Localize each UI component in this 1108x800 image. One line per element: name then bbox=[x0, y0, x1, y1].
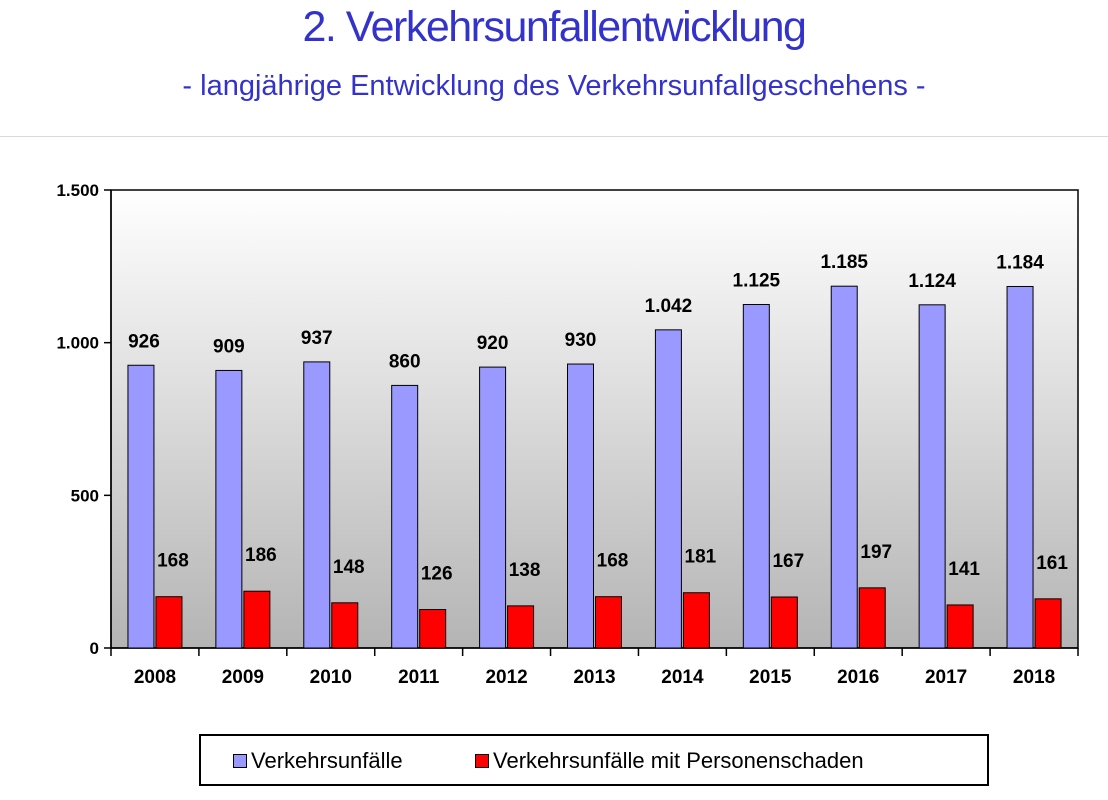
data-label-personenschaden: 181 bbox=[685, 547, 717, 568]
x-tick-label: 2016 bbox=[837, 667, 879, 688]
data-label-personenschaden: 197 bbox=[860, 542, 892, 563]
data-label-verkehrsunfaelle: 1.125 bbox=[733, 271, 781, 292]
bar-verkehrsunfaelle bbox=[654, 329, 682, 649]
bar-personenschaden bbox=[1034, 598, 1062, 649]
bar-verkehrsunfaelle bbox=[391, 384, 419, 649]
bar-verkehrsunfaelle bbox=[215, 369, 243, 649]
page-title: 2. Verkehrsunfallentwicklung bbox=[302, 3, 807, 51]
bar-verkehrsunfaelle bbox=[127, 364, 155, 649]
y-tick-label: 0 bbox=[90, 639, 99, 658]
bar-personenschaden bbox=[858, 587, 886, 649]
data-label-personenschaden: 186 bbox=[245, 545, 277, 566]
axes: 0 500 1.000 1.500 2008 2009 2010 2011 2012 2013 20… bbox=[56, 181, 1079, 688]
legend: Verkehrsunfälle Verkehrsunfälle mit Pers… bbox=[199, 734, 989, 786]
data-label-verkehrsunfaelle: 1.184 bbox=[996, 252, 1044, 273]
bar-verkehrsunfaelle bbox=[742, 304, 770, 649]
data-label-personenschaden: 126 bbox=[421, 564, 453, 585]
bar-verkehrsunfaelle bbox=[1006, 285, 1034, 649]
y-tick-label: 1.000 bbox=[56, 334, 99, 353]
data-label-verkehrsunfaelle: 920 bbox=[477, 333, 509, 354]
page-subtitle: - langjährige Entwicklung des Verkehrsun… bbox=[182, 70, 926, 102]
bar-verkehrsunfaelle bbox=[567, 363, 594, 649]
data-labels: 926 909 937 860 920 930 1.042 1.125 1.185 1.124 1.… bbox=[128, 252, 1068, 584]
data-label-verkehrsunfaelle: 930 bbox=[565, 330, 597, 351]
x-tick-label: 2012 bbox=[485, 667, 527, 688]
slide-header: 2. Verkehrsunfallentwicklung - langjähri… bbox=[0, 0, 1108, 137]
plot-area bbox=[110, 189, 1079, 649]
bar-personenschaden bbox=[243, 590, 271, 649]
bars bbox=[127, 285, 1062, 649]
x-tick-label: 2017 bbox=[925, 667, 967, 688]
bar-personenschaden bbox=[595, 596, 622, 649]
x-tick-label: 2009 bbox=[222, 667, 264, 688]
x-tick-label: 2008 bbox=[134, 667, 176, 688]
bar-verkehrsunfaelle bbox=[479, 366, 507, 649]
data-label-verkehrsunfaelle: 926 bbox=[128, 331, 160, 352]
x-tick-label: 2011 bbox=[398, 667, 440, 688]
data-label-personenschaden: 161 bbox=[1036, 553, 1068, 574]
bar-personenschaden bbox=[419, 609, 447, 649]
data-label-personenschaden: 167 bbox=[772, 551, 804, 572]
bar-personenschaden bbox=[770, 596, 798, 649]
bar-verkehrsunfaelle bbox=[303, 361, 331, 649]
legend-label: Verkehrsunfälle bbox=[251, 748, 403, 773]
bar-verkehrsunfaelle bbox=[918, 304, 946, 649]
data-label-personenschaden: 168 bbox=[157, 551, 189, 572]
legend-label: Verkehrsunfälle mit Personenschaden bbox=[493, 748, 864, 773]
legend-swatch-personenschaden bbox=[475, 754, 489, 768]
header-divider bbox=[0, 136, 1108, 137]
y-tick-label: 500 bbox=[71, 486, 99, 505]
data-label-personenschaden: 141 bbox=[948, 559, 980, 580]
data-label-personenschaden: 148 bbox=[333, 557, 365, 578]
x-tick-label: 2013 bbox=[573, 667, 615, 688]
data-label-verkehrsunfaelle: 909 bbox=[213, 336, 245, 357]
legend-swatch-verkehrsunfaelle bbox=[233, 754, 247, 768]
x-tick-label: 2010 bbox=[310, 667, 352, 688]
data-label-personenschaden: 168 bbox=[597, 551, 629, 572]
bar-personenschaden bbox=[155, 596, 183, 649]
bar-verkehrsunfaelle bbox=[830, 285, 858, 649]
bar-personenschaden bbox=[331, 602, 359, 649]
bar-personenschaden bbox=[682, 592, 710, 649]
x-tick-label: 2018 bbox=[1013, 667, 1055, 688]
x-tick-label: 2014 bbox=[661, 667, 704, 688]
data-label-verkehrsunfaelle: 1.185 bbox=[820, 252, 868, 273]
data-label-verkehrsunfaelle: 1.124 bbox=[908, 271, 956, 292]
x-tick-label: 2015 bbox=[749, 667, 792, 688]
data-label-verkehrsunfaelle: 860 bbox=[389, 351, 421, 372]
data-label-verkehrsunfaelle: 1.042 bbox=[645, 296, 693, 317]
data-label-verkehrsunfaelle: 937 bbox=[301, 328, 333, 349]
y-tick-label: 1.500 bbox=[56, 181, 99, 200]
data-label-personenschaden: 138 bbox=[509, 560, 541, 581]
bar-personenschaden bbox=[507, 605, 535, 649]
bar-personenschaden bbox=[946, 604, 974, 649]
